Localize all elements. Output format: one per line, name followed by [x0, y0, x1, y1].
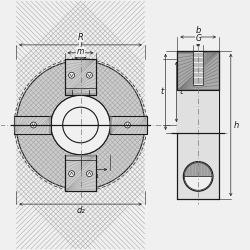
Circle shape [30, 122, 36, 128]
Circle shape [183, 162, 213, 191]
Text: t: t [180, 87, 183, 96]
Circle shape [86, 171, 92, 177]
Bar [178, 90, 219, 133]
Text: R: R [78, 33, 84, 42]
Text: t: t [160, 87, 164, 96]
Text: m: m [77, 47, 84, 56]
Circle shape [51, 95, 110, 155]
Bar [110, 116, 147, 134]
Text: G: G [195, 34, 201, 43]
Bar [193, 51, 203, 86]
Bar [65, 59, 96, 95]
Text: h: h [234, 120, 239, 130]
Circle shape [63, 107, 98, 143]
Circle shape [16, 61, 145, 189]
Circle shape [63, 107, 98, 143]
Text: d₁: d₁ [91, 172, 100, 180]
Circle shape [51, 95, 110, 155]
Circle shape [124, 122, 130, 128]
Circle shape [69, 72, 74, 78]
Bar [178, 51, 219, 199]
Circle shape [69, 171, 74, 177]
Bar [178, 51, 219, 90]
Text: l: l [79, 42, 82, 51]
Bar [65, 155, 96, 191]
Wedge shape [184, 176, 212, 190]
Bar [14, 116, 51, 134]
Wedge shape [184, 162, 212, 176]
Text: d₂: d₂ [76, 206, 85, 215]
Text: b: b [196, 26, 201, 35]
Circle shape [86, 72, 92, 78]
